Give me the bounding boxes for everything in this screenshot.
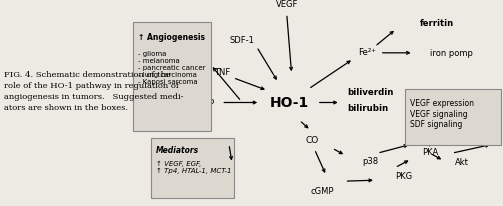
Text: - glioma
- melanoma
- pancreatic cancer
- lung carcinoma
- Kaposi sarcoma: - glioma - melanoma - pancreatic cancer … (138, 50, 206, 84)
Text: Mediators: Mediators (156, 145, 199, 154)
Text: bilirubin: bilirubin (347, 104, 388, 113)
Text: TP: TP (204, 98, 214, 108)
Text: Akt: Akt (455, 157, 469, 166)
Text: cGMP: cGMP (310, 186, 333, 195)
Text: Fe²⁺: Fe²⁺ (358, 48, 376, 57)
Text: TNF: TNF (214, 67, 230, 76)
FancyBboxPatch shape (405, 90, 501, 145)
Text: ↑ VEGF, EGF,
↑ Tp4, HTAL-1, MCT-1: ↑ VEGF, EGF, ↑ Tp4, HTAL-1, MCT-1 (156, 160, 231, 173)
Text: SDF-1: SDF-1 (229, 35, 254, 44)
Text: PKG: PKG (395, 172, 412, 181)
FancyBboxPatch shape (151, 138, 234, 198)
Text: ↑ Angiogenesis: ↑ Angiogenesis (138, 33, 205, 42)
Text: HO-1: HO-1 (270, 96, 309, 110)
Text: PKA: PKA (423, 147, 439, 156)
Text: p38: p38 (362, 156, 378, 165)
Text: biliverdin: biliverdin (347, 87, 393, 96)
Text: FIG. 4. Schematic demonstration of the
role of the HO-1 pathway in regulation of: FIG. 4. Schematic demonstration of the r… (4, 70, 184, 111)
Text: VEGF expression
VEGF signaling
SDF signaling: VEGF expression VEGF signaling SDF signa… (410, 99, 474, 129)
Text: VEGF: VEGF (276, 0, 298, 9)
FancyBboxPatch shape (133, 23, 211, 132)
Text: ferritin: ferritin (420, 19, 454, 28)
Text: iron pomp: iron pomp (430, 49, 473, 58)
Text: CO: CO (305, 136, 318, 145)
